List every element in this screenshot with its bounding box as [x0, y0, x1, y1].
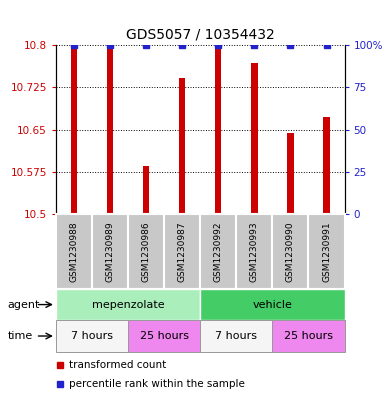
Text: GSM1230992: GSM1230992: [214, 221, 223, 282]
Bar: [236, 214, 273, 289]
Text: GSM1230991: GSM1230991: [322, 221, 331, 282]
Bar: [215, 46, 221, 214]
Bar: [128, 320, 200, 352]
Text: GSM1230988: GSM1230988: [69, 221, 79, 282]
Title: GDS5057 / 10354432: GDS5057 / 10354432: [126, 27, 275, 41]
Bar: [273, 320, 345, 352]
Bar: [200, 320, 273, 352]
Bar: [56, 320, 128, 352]
Bar: [308, 214, 345, 289]
Text: vehicle: vehicle: [253, 299, 292, 310]
Text: percentile rank within the sample: percentile rank within the sample: [69, 379, 245, 389]
Text: 25 hours: 25 hours: [284, 331, 333, 341]
Text: GSM1230993: GSM1230993: [250, 221, 259, 282]
Text: mepenzolate: mepenzolate: [92, 299, 164, 310]
Bar: [128, 214, 164, 289]
Bar: [56, 289, 200, 320]
Text: 7 hours: 7 hours: [215, 331, 257, 341]
Bar: [200, 214, 236, 289]
Text: agent: agent: [8, 299, 40, 310]
Bar: [164, 214, 200, 289]
Bar: [273, 214, 308, 289]
Bar: [92, 214, 128, 289]
Bar: [70, 47, 77, 214]
Text: GSM1230986: GSM1230986: [142, 221, 151, 282]
Bar: [179, 78, 186, 214]
Text: transformed count: transformed count: [69, 360, 166, 370]
Text: 7 hours: 7 hours: [71, 331, 113, 341]
Text: GSM1230987: GSM1230987: [177, 221, 187, 282]
Text: 25 hours: 25 hours: [140, 331, 189, 341]
Bar: [287, 132, 294, 214]
Text: time: time: [8, 331, 33, 341]
Bar: [107, 49, 113, 214]
Bar: [143, 166, 149, 214]
Bar: [251, 63, 258, 214]
Bar: [323, 117, 330, 214]
Text: GSM1230989: GSM1230989: [105, 221, 114, 282]
Bar: [56, 214, 92, 289]
Bar: [200, 289, 345, 320]
Text: GSM1230990: GSM1230990: [286, 221, 295, 282]
